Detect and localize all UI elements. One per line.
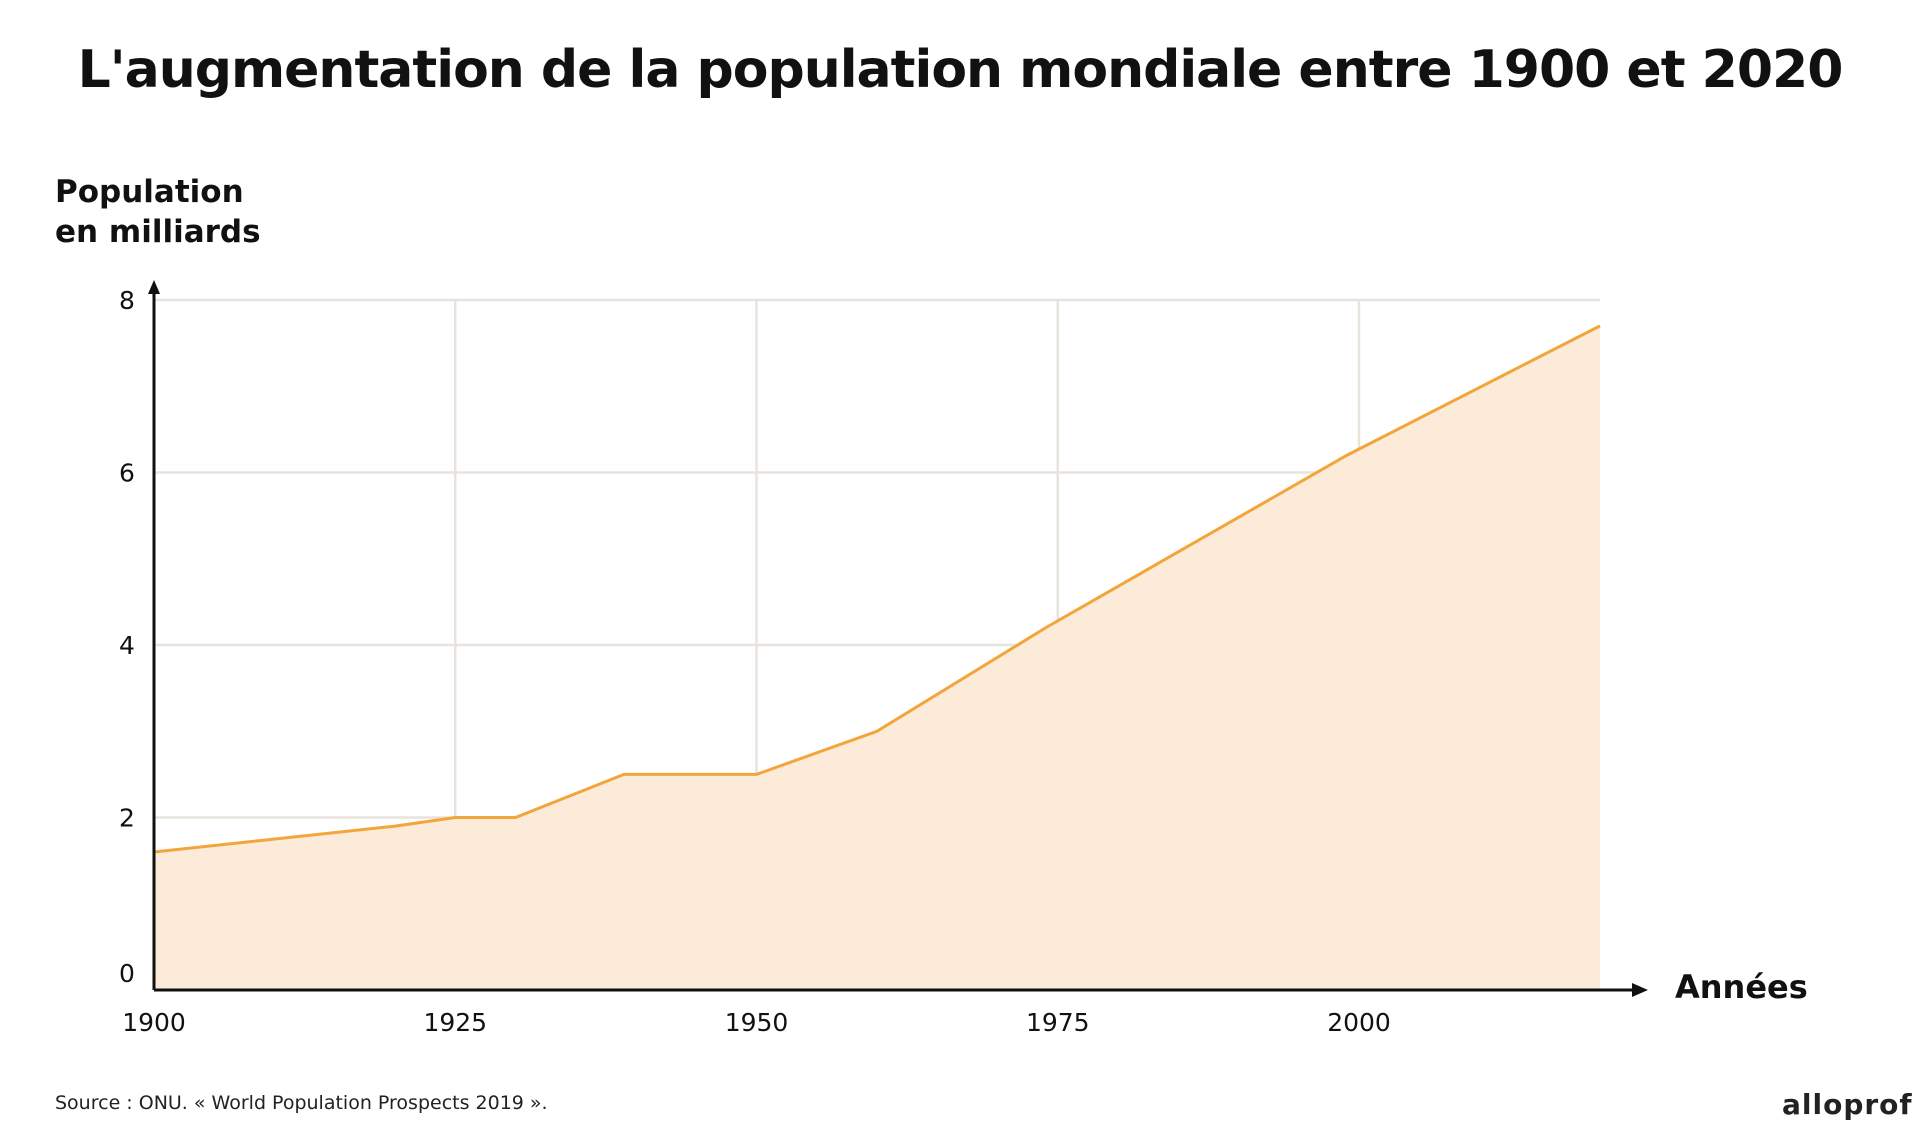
alloprof-logo: alloprof <box>1782 1088 1913 1121</box>
x-tick-label: 1900 <box>122 1008 186 1037</box>
x-tick-label: 1925 <box>423 1008 487 1037</box>
y-tick-label: 6 <box>119 459 135 488</box>
y-axis-arrow <box>148 280 160 294</box>
x-axis-label: Années <box>1675 968 1808 1006</box>
x-tick-label: 1975 <box>1026 1008 1090 1037</box>
x-tick-label: 2000 <box>1327 1008 1391 1037</box>
x-axis-arrow <box>1632 983 1648 997</box>
tick-labels: 0 2 4 6 8 1900 1925 1950 1975 2000 <box>119 286 1391 1037</box>
y-tick-label: 4 <box>119 631 135 660</box>
y-tick-label: 0 <box>119 959 135 988</box>
y-tick-label: 2 <box>119 804 135 833</box>
y-axis-label: Population en milliards <box>55 174 261 250</box>
y-tick-label: 8 <box>119 286 135 315</box>
population-area <box>154 325 1600 990</box>
chart-title: L'augmentation de la population mondiale… <box>77 40 1844 100</box>
x-tick-label: 1950 <box>725 1008 789 1037</box>
axes <box>148 280 1648 997</box>
source-note: Source : ONU. « World Population Prospec… <box>55 1092 548 1114</box>
population-line <box>153 324 1601 854</box>
